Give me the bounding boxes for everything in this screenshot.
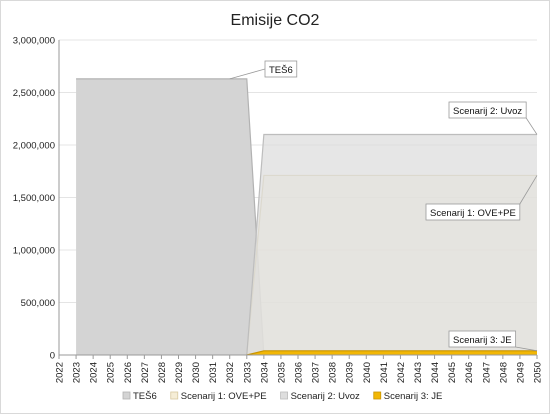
x-tick-label: 2023: [72, 362, 83, 383]
y-tick-label: 2,000,000: [13, 141, 55, 152]
x-tick-label: 2045: [447, 362, 458, 383]
x-tick-label: 2034: [259, 362, 270, 383]
x-tick-label: 2031: [208, 362, 219, 383]
x-tick-label: 2026: [123, 362, 134, 383]
x-tick-label: 2024: [89, 362, 100, 383]
annotation-leader: [525, 117, 538, 135]
area-tes6: [76, 78, 264, 355]
x-tick-label: 2042: [396, 362, 407, 383]
y-axis-ticks: 0 500,000 1,000,000 1,500,000 2,000,000 2,500…: [13, 36, 55, 362]
legend-swatch: [122, 391, 131, 400]
x-tick-label: 2038: [328, 362, 339, 383]
y-tick-label: 1,500,000: [13, 193, 55, 204]
x-tick-label: 2048: [498, 362, 509, 383]
x-tick-label: 2039: [345, 362, 356, 383]
y-tick-label: 2,500,000: [13, 88, 55, 99]
area-scenarij-3-je: [246, 350, 538, 355]
annotation-uvoz: Scenarij 2: Uvoz: [448, 101, 538, 135]
annotation-box: [448, 330, 517, 348]
series-areas: [76, 78, 538, 356]
legend: TEŠ6 Scenarij 1: OVE+PE Scenarij 2: Uvoz Sc…: [122, 391, 443, 402]
line-tes6: [76, 78, 265, 356]
x-tick-label: 2032: [225, 362, 236, 383]
x-tick-label: 2046: [464, 362, 475, 383]
legend-swatch: [280, 391, 288, 400]
x-axis-ticks: 2022 2023 2024 2025 2026 2027 2028 2029 2030 2031…: [55, 355, 544, 383]
x-tick-label: 2047: [481, 362, 492, 383]
legend-item-tes6: TEŠ6: [122, 391, 157, 402]
x-tick-label: 2036: [294, 362, 305, 383]
annotation-label: Scenarij 2: Uvoz: [453, 106, 522, 117]
x-tick-label: 2025: [106, 362, 117, 383]
annotation-leader: [515, 346, 538, 352]
legend-label: Scenarij 2: Uvoz: [291, 391, 360, 402]
x-tick-label: 2033: [242, 362, 253, 383]
annotation-je: Scenarij 3: JE: [448, 330, 538, 352]
x-tick-label: 2029: [174, 362, 185, 383]
chart-title: Emisije CO2: [231, 12, 320, 29]
y-tick-label: 500,000: [21, 298, 55, 309]
legend-label: Scenarij 3: JE: [384, 391, 443, 402]
line-scenarij-2-uvoz: [246, 133, 537, 356]
x-tick-label: 2040: [362, 362, 373, 383]
x-tick-label: 2030: [191, 362, 202, 383]
y-tick-label: 0: [50, 351, 55, 362]
annotation-box: [448, 101, 527, 119]
annotation-ove: Scenarij 1: OVE+PE: [425, 175, 538, 221]
legend-swatch: [170, 391, 179, 400]
x-tick-label: 2035: [276, 362, 287, 383]
x-tick-label: 2028: [157, 362, 168, 383]
x-tick-label: 2050: [533, 362, 544, 383]
annotation-tes6: TEŠ6: [229, 60, 298, 80]
x-tick-label: 2049: [515, 362, 526, 383]
legend-item-scenarij-2-uvoz: Scenarij 2: Uvoz: [280, 391, 360, 402]
legend-item-scenarij-1-ove-pe: Scenarij 1: OVE+PE: [170, 391, 267, 402]
x-tick-label: 2022: [55, 362, 66, 383]
x-tick-label: 2043: [413, 362, 424, 383]
annotation-leader: [519, 175, 538, 205]
legend-swatch: [373, 391, 382, 400]
legend-label: Scenarij 1: OVE+PE: [181, 391, 267, 402]
x-tick-label: 2041: [379, 362, 390, 383]
y-tick-label: 3,000,000: [13, 36, 55, 47]
x-tick-label: 2044: [430, 362, 441, 383]
x-tick-label: 2037: [311, 362, 322, 383]
annotation-label: TEŠ6: [269, 65, 293, 76]
annotation-leader: [229, 68, 266, 80]
legend-item-scenarij-3-je: Scenarij 3: JE: [373, 391, 443, 402]
annotation-label: Scenarij 1: OVE+PE: [430, 208, 516, 219]
series-annotations: TEŠ6 Scenarij 2: Uvoz Scenarij 1: OVE+PE Sc…: [229, 60, 538, 352]
x-tick-label: 2027: [140, 362, 151, 383]
annotation-box: [425, 203, 521, 221]
annotation-label: Scenarij 3: JE: [453, 335, 512, 346]
line-scenarij-3-je: [246, 350, 537, 356]
legend-label: TEŠ6: [133, 391, 157, 402]
area-scenarij-2-uvoz: [246, 134, 538, 355]
y-tick-label: 1,000,000: [13, 246, 55, 257]
